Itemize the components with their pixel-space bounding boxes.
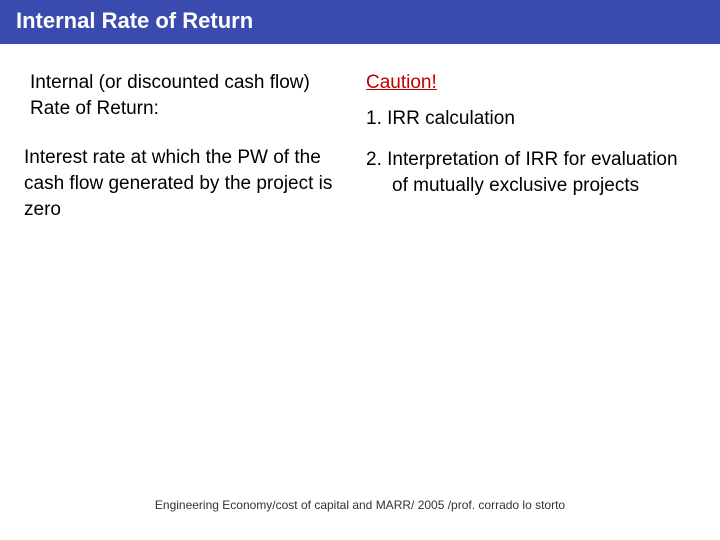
title-bar: Internal Rate of Return: [0, 0, 720, 44]
slide-title: Internal Rate of Return: [16, 8, 704, 34]
slide: Internal Rate of Return Internal (or dis…: [0, 0, 720, 540]
caution-label: Caution!: [366, 70, 696, 96]
slide-footer: Engineering Economy/cost of capital and …: [0, 498, 720, 512]
caution-item-2: 2. Interpretation of IRR for evaluation …: [366, 147, 696, 198]
right-column: Caution! 1. IRR calculation 2. Interpret…: [360, 70, 720, 540]
caution-item-1: 1. IRR calculation: [366, 106, 696, 132]
slide-content: Internal (or discounted cash flow) Rate …: [0, 70, 720, 540]
left-column: Internal (or discounted cash flow) Rate …: [0, 70, 360, 540]
definition-body: Interest rate at which the PW of the cas…: [24, 145, 354, 222]
definition-heading: Internal (or discounted cash flow) Rate …: [30, 70, 354, 121]
